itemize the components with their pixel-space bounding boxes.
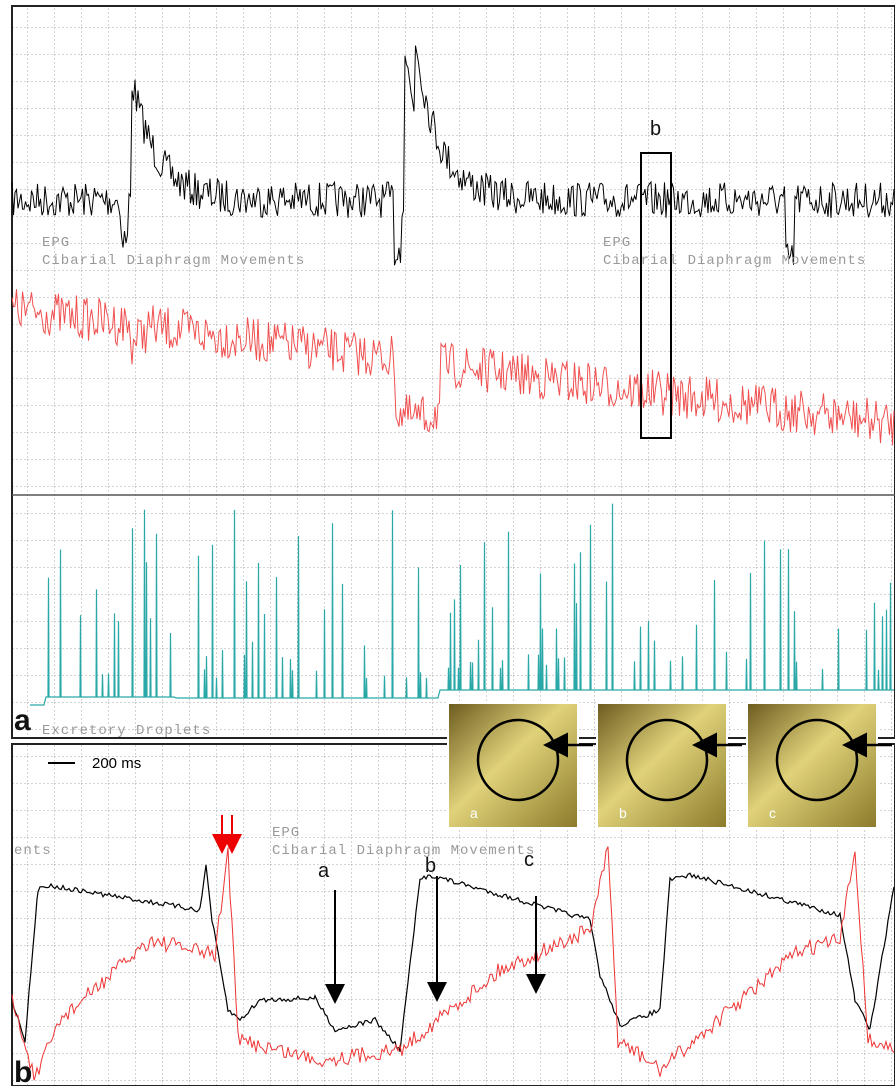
insets: a b c bbox=[448, 703, 892, 828]
arrow-label: a bbox=[318, 860, 330, 882]
channel-name: Cibarial Diaphragm Movements bbox=[272, 843, 535, 859]
figure: EPG Cibarial Diaphragm Movements EPG Cib… bbox=[0, 0, 895, 1086]
arrow-label: c bbox=[524, 849, 534, 871]
channel-name: Cibarial Diaphragm Movements bbox=[42, 253, 305, 269]
channel: EPG bbox=[272, 825, 300, 841]
inset-label: c bbox=[769, 805, 776, 821]
arrow-label: b bbox=[425, 855, 436, 877]
box-label: b bbox=[650, 118, 661, 140]
channel: EPG bbox=[603, 235, 631, 251]
panel-label: b bbox=[14, 1056, 32, 1086]
droplets-label: Excretory Droplets bbox=[42, 723, 211, 739]
panel-label: a bbox=[14, 704, 31, 737]
inset-label: b bbox=[619, 805, 627, 821]
inset-label: a bbox=[470, 805, 478, 821]
scale-label: 200 ms bbox=[92, 755, 141, 772]
cut-label: ents bbox=[14, 843, 52, 859]
channel: EPG bbox=[42, 235, 70, 251]
channel-name: Cibarial Diaphragm Movements bbox=[603, 253, 866, 269]
